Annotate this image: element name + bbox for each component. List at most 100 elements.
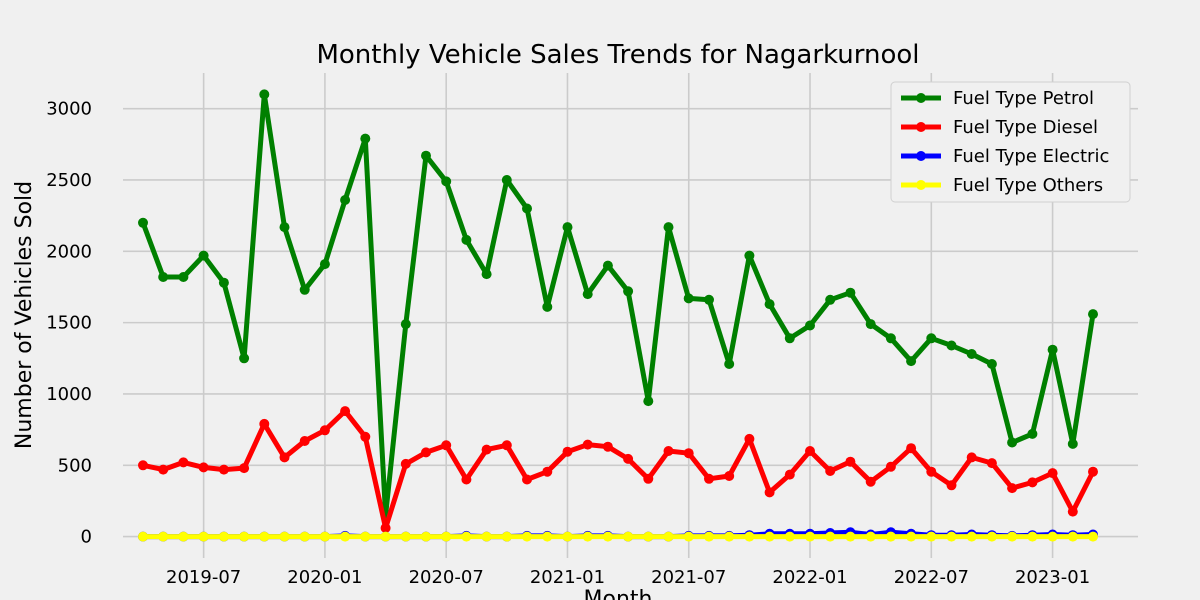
data-point [481,269,492,280]
data-point [724,359,735,369]
data-point [1067,438,1078,449]
data-point [1047,344,1058,355]
data-point [764,487,775,498]
data-point [906,356,917,367]
grid [123,73,1138,558]
data-point [461,474,472,485]
data-point [602,441,613,452]
data-point [643,531,654,542]
data-point [683,531,694,542]
legend: Fuel Type Petrol Fuel Type Diesel Fuel Typ… [890,81,1131,203]
data-point [805,446,815,456]
y-axis-ticks: 0 500 1000 1500 2000 2500 3000 [46,99,92,548]
data-point [764,299,775,310]
data-point [885,531,896,542]
data-point [582,289,593,300]
legend-item: Fuel Type Electric [901,146,1109,167]
data-point [845,531,856,542]
y-tick-label: 1500 [46,313,92,334]
data-point [926,466,937,477]
data-point [340,531,351,542]
legend-marker [916,180,926,190]
data-point [926,333,937,344]
data-point [623,453,634,464]
data-point [986,531,997,542]
legend-item: Fuel Type Diesel [901,117,1098,138]
data-point [400,531,411,542]
data-point [704,531,714,542]
chart-title: Monthly Vehicle Sales Trends for Nagarku… [316,40,919,70]
data-point [360,133,371,144]
y-tick-label: 2000 [46,241,92,262]
legend-label: Fuel Type Petrol [953,88,1094,109]
x-tick-label: 2023-01 [1015,567,1090,588]
data-point [138,460,148,471]
data-point [461,234,472,245]
data-point [522,531,532,542]
y-tick-label: 0 [81,527,92,548]
data-point [178,457,189,468]
data-point [178,272,189,282]
data-point [643,473,654,484]
y-tick-label: 500 [58,455,92,476]
y-tick-label: 1000 [46,384,92,405]
data-point [865,476,876,487]
data-point [562,531,573,542]
data-point [340,406,351,417]
data-point [198,462,209,473]
data-point [683,448,694,459]
data-point [724,531,735,542]
x-tick-label: 2022-01 [772,567,847,588]
data-point [663,222,674,233]
data-point [744,433,755,444]
x-tick-label: 2021-07 [651,567,726,588]
legend-item: Fuel Type Petrol [901,88,1094,109]
data-point [845,287,856,298]
data-point [501,175,512,185]
data-point [1027,428,1038,439]
data-point [602,260,613,271]
data-point [239,531,250,542]
data-point [1027,477,1038,488]
data-point [279,222,290,233]
data-point [683,293,694,304]
data-point [926,531,937,542]
data-point [380,523,391,533]
y-tick-label: 3000 [46,99,92,120]
data-point [421,531,431,542]
x-tick-label: 2021-01 [530,567,605,588]
legend-label: Fuel Type Others [953,175,1103,196]
data-point [966,452,977,463]
data-point [239,463,250,474]
data-point [784,333,795,344]
data-point [744,250,755,261]
data-point [906,531,917,542]
data-point [542,531,553,542]
data-point [602,531,613,542]
series-1 [138,406,1098,533]
data-point [319,259,330,270]
data-point [138,217,148,228]
y-axis-label: Number of Vehicles Sold [12,181,37,449]
data-point [946,340,957,351]
data-point [481,444,492,455]
data-point [400,319,411,330]
data-point [946,531,957,542]
data-point [1088,309,1098,320]
data-point [319,531,330,542]
data-point [218,531,229,542]
data-point [946,480,957,491]
x-tick-label: 2020-01 [287,567,362,588]
data-point [1088,466,1098,477]
data-point [198,250,209,261]
data-point [279,531,290,542]
data-point [481,531,492,542]
data-point [1047,468,1058,479]
data-point [784,531,795,542]
legend-label: Fuel Type Diesel [953,117,1098,138]
data-point [461,531,472,542]
data-point [724,471,735,481]
data-point [986,359,997,369]
data-point [441,531,452,542]
data-point [825,466,836,476]
